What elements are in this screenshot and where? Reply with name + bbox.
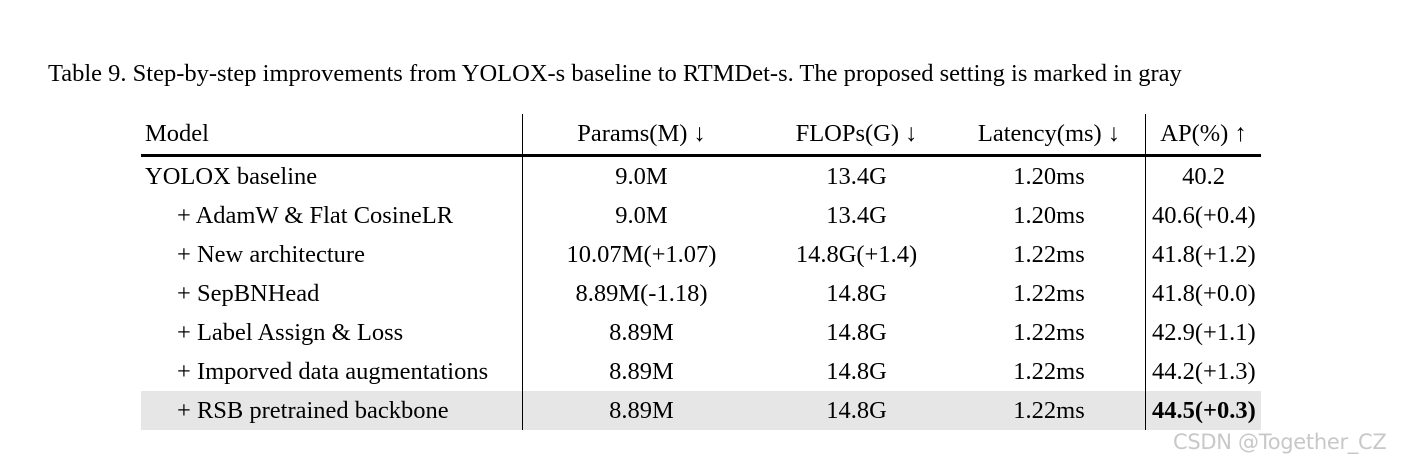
- table-row: + SepBNHead 8.89M(-1.18) 14.8G 1.22ms 41…: [141, 274, 1261, 313]
- cell-latency: 1.22ms: [953, 235, 1146, 274]
- step-by-step-improvements-table: Model Params(M) ↓ FLOPs(G) ↓ Latency(ms)…: [141, 114, 1261, 430]
- table-caption: Table 9. Step-by-step improvements from …: [48, 60, 1182, 87]
- cell-flops: 14.8G: [826, 358, 887, 385]
- cell-ap: 42.9(+1.1): [1152, 319, 1256, 346]
- cell-ap: 40.6(+0.4): [1152, 202, 1256, 229]
- watermark: CSDN @Together_CZ: [1173, 430, 1387, 454]
- cell-ap: 44.2(+1.3): [1152, 358, 1256, 385]
- header-params: Params(M) ↓: [522, 114, 760, 157]
- cell-model: YOLOX baseline: [141, 155, 523, 196]
- cell-flops: 14.8G: [760, 391, 953, 430]
- cell-model: + Label Assign & Loss: [141, 313, 523, 352]
- cell-ap: 41.8(+1.2): [1152, 241, 1256, 268]
- cell-params: 8.89M: [522, 391, 760, 430]
- cell-model: + SepBNHead: [141, 274, 523, 313]
- cell-ap-best: 44.5(+0.3): [1145, 391, 1261, 430]
- header-latency: Latency(ms) ↓: [953, 114, 1146, 157]
- cell-params: 8.89M: [609, 358, 674, 385]
- cell-flops: 14.8G(+1.4): [795, 241, 918, 268]
- results-table-container: Model Params(M) ↓ FLOPs(G) ↓ Latency(ms)…: [141, 114, 1261, 430]
- table-row: + New architecture 10.07M(+1.07) 14.8G(+…: [141, 235, 1261, 274]
- cell-params: 8.89M(-1.18): [575, 280, 708, 307]
- cell-model: + RSB pretrained backbone: [141, 391, 523, 430]
- cell-flops: 13.4G: [826, 163, 887, 190]
- cell-model: + Imporved data augmentations: [141, 352, 523, 391]
- table-row: YOLOX baseline 9.0M 13.4G 1.20ms 40.2: [141, 155, 1261, 196]
- cell-flops: 14.8G: [826, 319, 887, 346]
- cell-ap: 40.2: [1182, 163, 1225, 190]
- header-flops: FLOPs(G) ↓: [760, 114, 953, 157]
- table-row-proposed-setting: + RSB pretrained backbone 8.89M 14.8G 1.…: [141, 391, 1261, 430]
- cell-latency: 1.22ms: [953, 391, 1146, 430]
- cell-ap: 41.8(+0.0): [1152, 280, 1256, 307]
- table-row: + Label Assign & Loss 8.89M 14.8G 1.22ms…: [141, 313, 1261, 352]
- cell-flops: 14.8G: [826, 280, 887, 307]
- cell-model: + New architecture: [141, 235, 523, 274]
- cell-flops: 13.4G: [826, 202, 887, 229]
- table-row: + Imporved data augmentations 8.89M 14.8…: [141, 352, 1261, 391]
- cell-params: 10.07M(+1.07): [566, 241, 717, 268]
- table-row: + AdamW & Flat CosineLR 9.0M 13.4G 1.20m…: [141, 196, 1261, 235]
- cell-latency: 1.20ms: [953, 155, 1146, 196]
- cell-params: 8.89M: [609, 319, 674, 346]
- header-ap: AP(%) ↑: [1145, 114, 1261, 157]
- cell-latency: 1.22ms: [953, 352, 1146, 391]
- cell-latency: 1.20ms: [953, 196, 1146, 235]
- cell-params: 9.0M: [615, 202, 668, 229]
- cell-latency: 1.22ms: [953, 313, 1146, 352]
- cell-latency: 1.22ms: [953, 274, 1146, 313]
- cell-params: 9.0M: [615, 163, 668, 190]
- header-model: Model: [141, 114, 523, 157]
- cell-model: + AdamW & Flat CosineLR: [141, 196, 523, 235]
- table-header-row: Model Params(M) ↓ FLOPs(G) ↓ Latency(ms)…: [141, 114, 1261, 157]
